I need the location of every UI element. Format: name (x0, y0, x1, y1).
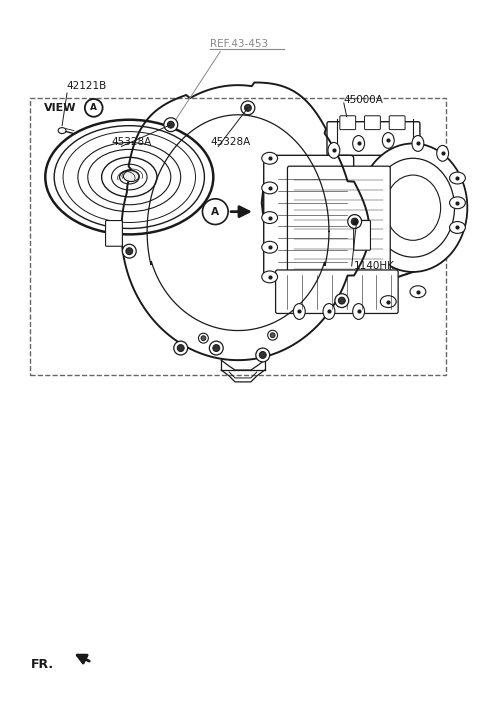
FancyBboxPatch shape (288, 166, 390, 279)
Text: A: A (90, 103, 97, 112)
Ellipse shape (359, 143, 468, 272)
FancyBboxPatch shape (106, 220, 122, 246)
Text: FR.: FR. (30, 658, 54, 671)
Ellipse shape (63, 131, 195, 222)
Ellipse shape (348, 215, 361, 229)
FancyBboxPatch shape (276, 270, 398, 313)
FancyBboxPatch shape (327, 121, 420, 155)
FancyBboxPatch shape (354, 220, 371, 250)
Circle shape (203, 199, 228, 225)
Text: 45000A: 45000A (344, 95, 384, 105)
FancyBboxPatch shape (340, 116, 356, 130)
Text: 42121B: 42121B (66, 81, 106, 91)
Ellipse shape (201, 335, 206, 340)
Bar (30, 98, 445, 375)
Ellipse shape (58, 128, 66, 133)
FancyBboxPatch shape (364, 116, 380, 130)
Ellipse shape (412, 136, 424, 151)
Ellipse shape (256, 348, 270, 362)
Ellipse shape (164, 118, 178, 131)
Ellipse shape (209, 341, 223, 355)
Ellipse shape (88, 150, 171, 205)
Ellipse shape (338, 297, 345, 304)
Circle shape (85, 99, 103, 116)
Ellipse shape (213, 345, 220, 352)
Ellipse shape (168, 121, 174, 128)
Ellipse shape (353, 304, 364, 319)
Ellipse shape (262, 241, 277, 253)
Ellipse shape (328, 143, 340, 158)
Ellipse shape (268, 330, 277, 340)
Text: A: A (211, 207, 219, 217)
Ellipse shape (262, 271, 277, 283)
Ellipse shape (335, 294, 349, 308)
Ellipse shape (410, 286, 426, 298)
Text: 45328A: 45328A (210, 138, 251, 148)
Ellipse shape (450, 222, 466, 234)
Ellipse shape (111, 164, 147, 190)
Ellipse shape (102, 157, 157, 197)
Ellipse shape (177, 345, 184, 352)
Ellipse shape (270, 333, 275, 337)
Ellipse shape (78, 143, 180, 212)
Ellipse shape (241, 101, 255, 115)
Text: REF.43-453: REF.43-453 (210, 39, 268, 49)
Ellipse shape (380, 296, 396, 308)
Ellipse shape (54, 126, 204, 229)
Ellipse shape (323, 304, 335, 319)
Ellipse shape (262, 212, 277, 224)
Ellipse shape (123, 171, 139, 181)
Ellipse shape (174, 341, 188, 355)
Text: 45328A: 45328A (111, 138, 152, 148)
Ellipse shape (45, 120, 213, 234)
Text: 1140HK: 1140HK (354, 261, 395, 271)
Text: VIEW: VIEW (44, 103, 77, 113)
Ellipse shape (450, 172, 466, 184)
Ellipse shape (383, 133, 394, 148)
Ellipse shape (262, 152, 277, 164)
FancyBboxPatch shape (389, 116, 405, 130)
Ellipse shape (450, 197, 466, 209)
Ellipse shape (385, 175, 441, 240)
Ellipse shape (126, 248, 133, 255)
Ellipse shape (122, 244, 136, 258)
Ellipse shape (372, 158, 455, 257)
Ellipse shape (437, 145, 448, 161)
Ellipse shape (199, 333, 208, 343)
Ellipse shape (353, 136, 364, 151)
Ellipse shape (351, 218, 358, 225)
FancyBboxPatch shape (264, 155, 354, 275)
Ellipse shape (120, 170, 139, 184)
Ellipse shape (262, 182, 277, 194)
Ellipse shape (293, 304, 305, 319)
Ellipse shape (259, 352, 266, 359)
Ellipse shape (244, 104, 252, 112)
